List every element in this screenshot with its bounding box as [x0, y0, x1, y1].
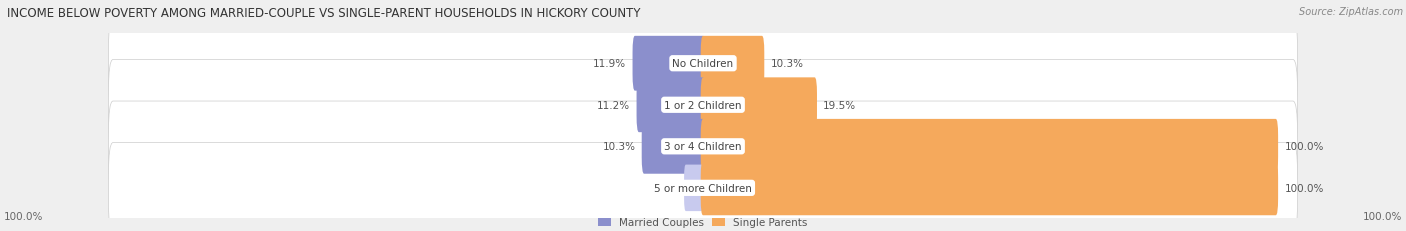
- FancyBboxPatch shape: [108, 60, 1298, 150]
- Text: 0.0%: 0.0%: [668, 183, 695, 193]
- Text: 1 or 2 Children: 1 or 2 Children: [664, 100, 742, 110]
- Text: 100.0%: 100.0%: [4, 211, 44, 221]
- Text: 10.3%: 10.3%: [602, 142, 636, 152]
- Text: 100.0%: 100.0%: [1362, 211, 1402, 221]
- FancyBboxPatch shape: [700, 119, 1278, 174]
- Text: 100.0%: 100.0%: [1285, 183, 1324, 193]
- FancyBboxPatch shape: [633, 37, 706, 91]
- FancyBboxPatch shape: [637, 78, 706, 133]
- Legend: Married Couples, Single Parents: Married Couples, Single Parents: [599, 217, 807, 227]
- Text: 3 or 4 Children: 3 or 4 Children: [664, 142, 742, 152]
- Text: 100.0%: 100.0%: [1285, 142, 1324, 152]
- Text: 11.2%: 11.2%: [598, 100, 630, 110]
- FancyBboxPatch shape: [108, 19, 1298, 109]
- FancyBboxPatch shape: [700, 161, 1278, 215]
- FancyBboxPatch shape: [108, 102, 1298, 192]
- Text: 11.9%: 11.9%: [593, 59, 626, 69]
- Text: 5 or more Children: 5 or more Children: [654, 183, 752, 193]
- Text: 19.5%: 19.5%: [824, 100, 856, 110]
- Text: Source: ZipAtlas.com: Source: ZipAtlas.com: [1299, 7, 1403, 17]
- FancyBboxPatch shape: [641, 119, 706, 174]
- Text: No Children: No Children: [672, 59, 734, 69]
- Text: INCOME BELOW POVERTY AMONG MARRIED-COUPLE VS SINGLE-PARENT HOUSEHOLDS IN HICKORY: INCOME BELOW POVERTY AMONG MARRIED-COUPL…: [7, 7, 641, 20]
- FancyBboxPatch shape: [700, 37, 765, 91]
- Text: 10.3%: 10.3%: [770, 59, 804, 69]
- FancyBboxPatch shape: [685, 165, 704, 211]
- FancyBboxPatch shape: [700, 78, 817, 133]
- FancyBboxPatch shape: [108, 143, 1298, 231]
